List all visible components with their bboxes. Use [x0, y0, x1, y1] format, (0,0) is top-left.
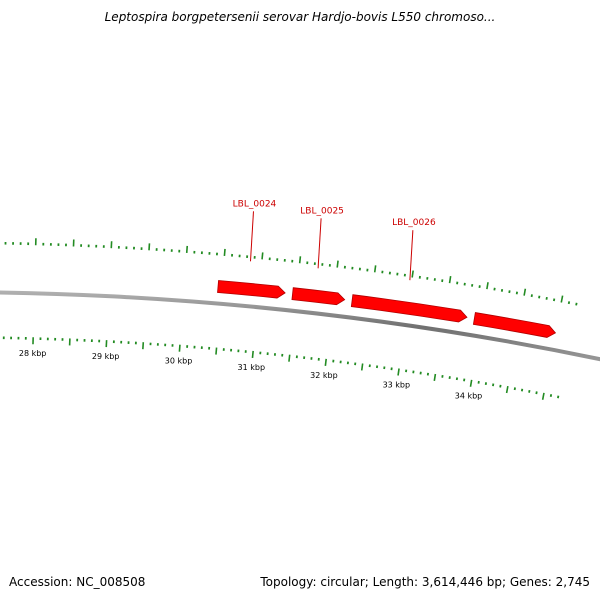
kbp-tick-label: 32 kbp — [310, 371, 338, 380]
map-title: Leptospira borgpetersenii serovar Hardjo… — [104, 10, 496, 24]
gene-label-leader — [249, 211, 254, 262]
inner-major-tick — [324, 358, 327, 366]
outer-major-tick — [261, 252, 264, 260]
topology-summary: Topology: circular; Length: 3,614,446 bp… — [260, 575, 590, 589]
inner-major-tick — [541, 392, 545, 400]
kbp-tick-label: 28 kbp — [19, 349, 47, 358]
outer-major-tick — [486, 282, 489, 290]
inner-major-tick — [469, 379, 473, 387]
inner-major-tick — [251, 350, 254, 358]
outer-major-tick — [411, 270, 414, 278]
kbp-tick-label: 31 kbp — [238, 363, 266, 372]
gene-arrow — [350, 294, 468, 323]
outer-major-tick — [448, 276, 452, 284]
inner-major-tick — [215, 347, 218, 355]
gene-arrow — [217, 280, 286, 299]
gene-arrow — [291, 287, 346, 306]
gene-label: LBL_0026 — [392, 218, 436, 228]
outer-major-tick — [560, 295, 564, 303]
outer-minor-tick — [575, 302, 578, 306]
inner-major-tick — [505, 386, 509, 394]
kbp-tick-label: 34 kbp — [455, 392, 483, 401]
outer-major-tick — [298, 256, 302, 264]
backbone-arc — [0, 290, 600, 362]
inner-major-tick — [397, 368, 400, 376]
gene-label-leader — [317, 218, 322, 269]
outer-major-tick — [185, 245, 189, 253]
inner-major-tick — [288, 354, 291, 362]
gene-label: LBL_0025 — [300, 206, 344, 216]
gene-label: LBL_0024 — [233, 199, 277, 209]
gene-arrow — [472, 312, 557, 338]
outer-major-tick — [336, 260, 339, 268]
gene-label-leader — [409, 230, 414, 281]
outer-major-tick — [523, 288, 527, 296]
outer-major-tick — [373, 265, 377, 273]
kbp-tick-label: 30 kbp — [165, 357, 193, 366]
inner-major-tick — [433, 373, 437, 382]
inner-minor-tick — [557, 395, 560, 399]
kbp-tick-label: 33 kbp — [383, 380, 411, 389]
accession-text: Accession: NC_008508 — [9, 575, 146, 589]
inner-major-tick — [360, 363, 364, 371]
inner-major-tick — [178, 344, 181, 352]
outer-major-tick — [223, 248, 226, 257]
kbp-tick-label: 29 kbp — [92, 352, 120, 361]
